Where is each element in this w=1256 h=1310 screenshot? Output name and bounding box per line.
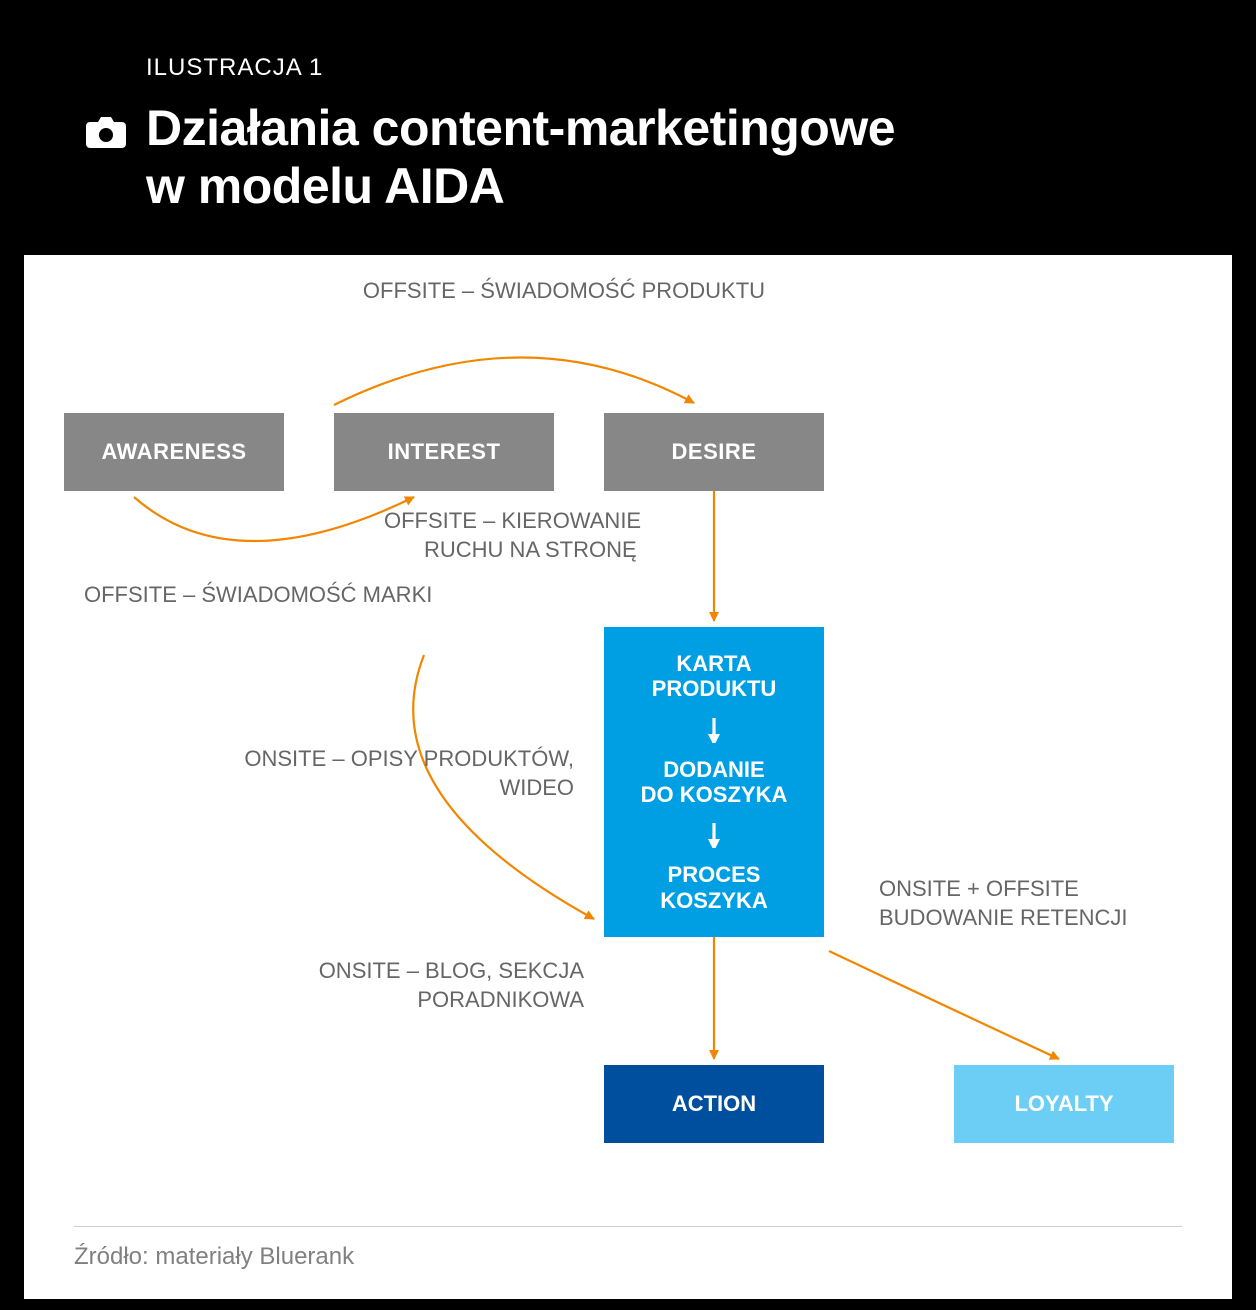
annot-brand: OFFSITE – ŚWIADOMOŚĆ MARKI	[84, 581, 444, 609]
funnel-line6: KOSZYKA	[660, 888, 768, 913]
funnel-step-1: KARTA PRODUKTU	[652, 651, 777, 702]
figure-title: Działania content-marketingowe w modelu …	[146, 100, 1172, 215]
title-line-1: Działania content-marketingowe	[146, 100, 1172, 158]
camera-icon	[84, 114, 128, 150]
annot-top: OFFSITE – ŚWIADOMOŚĆ PRODUKTU	[354, 277, 774, 305]
funnel-line5: PROCES	[660, 862, 768, 887]
funnel-line3: DODANIE	[641, 757, 788, 782]
annot-products-l1: ONSITE – OPISY PRODUKTÓW,	[224, 745, 574, 773]
annot-retention-l1: ONSITE + OFFSITE	[879, 875, 1179, 903]
header: ILUSTRACJA 1 Działania content-marketing…	[24, 24, 1232, 255]
box-awareness: AWARENESS	[64, 413, 284, 491]
box-action: ACTION	[604, 1065, 824, 1143]
footer-divider	[74, 1226, 1182, 1227]
arrow-offsite-brand-awareness	[134, 497, 414, 541]
arrow-offsite-product-awareness	[334, 357, 694, 405]
title-line-2: w modelu AIDA	[146, 158, 1172, 216]
arrow-retention	[829, 951, 1059, 1059]
box-action-label: ACTION	[672, 1091, 756, 1117]
box-funnel: KARTA PRODUKTU DODANIE DO KOSZYKA PROCES…	[604, 627, 824, 937]
annot-retention-l2: BUDOWANIE RETENCJI	[879, 904, 1179, 932]
annot-products-l2: WIDEO	[224, 774, 574, 802]
source-text: Źródło: materiały Bluerank	[74, 1243, 354, 1271]
box-interest: INTEREST	[334, 413, 554, 491]
box-desire-label: DESIRE	[672, 439, 757, 465]
funnel-arrow-2	[705, 821, 723, 848]
funnel-arrow-1	[705, 716, 723, 743]
box-loyalty-label: LOYALTY	[1014, 1091, 1113, 1117]
annot-traffic-l2: RUCHU NA STRONĘ	[424, 536, 744, 564]
annot-blog-l2: PORADNIKOWA	[284, 986, 584, 1014]
box-desire: DESIRE	[604, 413, 824, 491]
funnel-step-2: DODANIE DO KOSZYKA	[641, 757, 788, 808]
funnel-line1: KARTA	[652, 651, 777, 676]
figure-overline: ILUSTRACJA 1	[146, 54, 1172, 82]
annot-blog-l1: ONSITE – BLOG, SEKCJA	[284, 957, 584, 985]
box-interest-label: INTEREST	[388, 439, 501, 465]
funnel-line2: PRODUKTU	[652, 676, 777, 701]
funnel-line4: DO KOSZYKA	[641, 782, 788, 807]
funnel-step-3: PROCES KOSZYKA	[660, 862, 768, 913]
box-awareness-label: AWARENESS	[101, 439, 246, 465]
diagram-canvas: AWARENESS INTEREST DESIRE KARTA PRODUKTU…	[24, 255, 1232, 1299]
annot-traffic-l1: OFFSITE – KIEROWANIE	[384, 507, 704, 535]
box-loyalty: LOYALTY	[954, 1065, 1174, 1143]
